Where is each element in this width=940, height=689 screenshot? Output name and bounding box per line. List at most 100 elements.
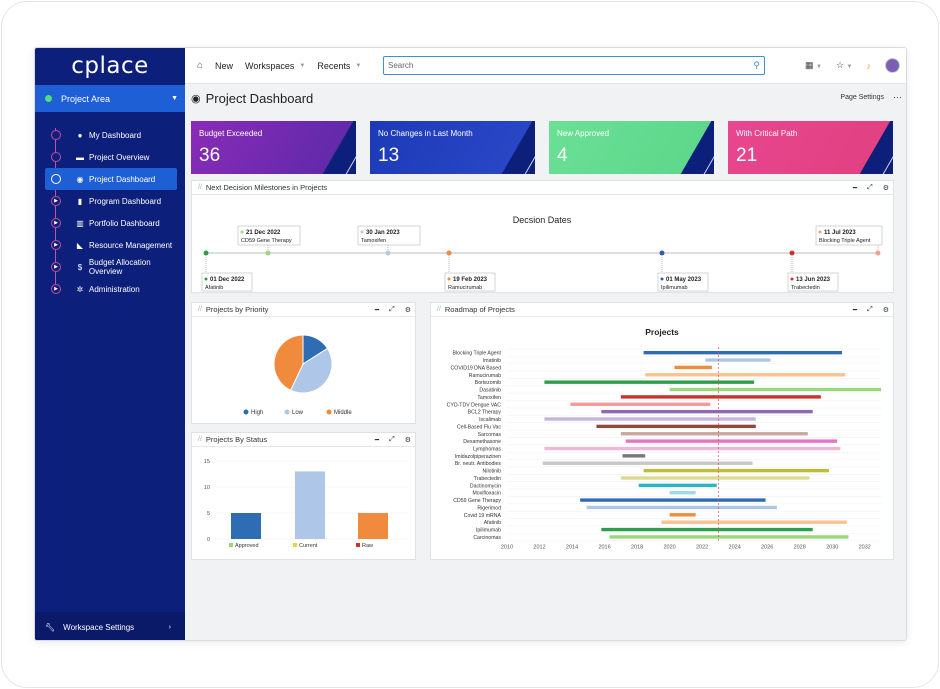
gantt-bar[interactable]: [622, 454, 646, 458]
more-icon[interactable]: ⋯: [893, 92, 902, 102]
gantt-bar[interactable]: [580, 498, 766, 502]
workspace-settings-button[interactable]: 🔧︎ Workspace Settings ›: [35, 612, 185, 640]
bell-icon[interactable]: ♪: [866, 60, 872, 71]
gear-icon[interactable]: ⚙: [882, 306, 889, 314]
milestone-marker[interactable]: [446, 250, 452, 256]
panel-header: // Roadmap of Projects ━ ⤢ ⚙: [431, 303, 893, 317]
bar-raw[interactable]: [358, 513, 388, 539]
milestones-panel: // Next Decision Milestones in Projects …: [191, 180, 894, 293]
gantt-bar[interactable]: [645, 373, 846, 377]
gantt-bar[interactable]: [620, 395, 821, 399]
gantt-bar[interactable]: [669, 491, 696, 495]
apps-grid-icon[interactable]: ▦ ▼: [805, 60, 822, 70]
star-icon[interactable]: ☆ ▼: [835, 60, 853, 70]
minimize-icon[interactable]: ━: [852, 306, 858, 314]
gantt-bar[interactable]: [609, 535, 849, 539]
legend-label[interactable]: Current: [299, 543, 318, 549]
legend-label[interactable]: Approved: [235, 543, 259, 549]
legend-label[interactable]: High: [251, 410, 263, 416]
project-area-selector[interactable]: Project Area ▼: [35, 85, 185, 112]
gear-icon[interactable]: ⚙: [882, 184, 889, 192]
gantt-bar[interactable]: [601, 527, 813, 532]
gantt-bar[interactable]: [620, 432, 808, 436]
kpi-card-no-changes-in-last-month[interactable]: No Changes in Last Month 13: [370, 121, 535, 174]
expand-arrow-icon[interactable]: [51, 174, 61, 184]
x-tick-label: 2024: [729, 545, 741, 551]
bar-approved[interactable]: [231, 513, 261, 539]
expand-icon[interactable]: ⤢: [867, 183, 873, 191]
minimize-icon[interactable]: ━: [374, 306, 380, 314]
expand-arrow-icon[interactable]: ▶: [51, 262, 61, 272]
pie-slice-low[interactable]: [289, 347, 333, 394]
milestone-dot: [447, 277, 451, 281]
home-icon[interactable]: ⌂: [196, 60, 204, 71]
gear-icon[interactable]: ⚙: [404, 306, 411, 314]
sidebar-item-program-dashboard[interactable]: ▶ ▮ Program Dashboard: [35, 190, 185, 212]
expand-arrow-icon[interactable]: ▶: [51, 240, 61, 250]
new-button[interactable]: New: [215, 61, 233, 71]
gantt-bar[interactable]: [544, 417, 756, 421]
legend-marker: [356, 543, 360, 547]
milestone-marker[interactable]: [875, 250, 881, 256]
gantt-bar[interactable]: [620, 476, 810, 480]
gantt-bar[interactable]: [586, 505, 777, 510]
workspaces-menu[interactable]: Workspaces ▼: [245, 61, 305, 71]
legend-label[interactable]: Raw: [362, 543, 373, 549]
panel-controls: ━ ⤢ ⚙: [853, 306, 889, 314]
gantt-bar[interactable]: [601, 409, 813, 414]
minimize-icon[interactable]: ━: [374, 436, 380, 444]
gantt-bar[interactable]: [643, 350, 842, 355]
gantt-bar[interactable]: [570, 402, 711, 406]
milestone-marker[interactable]: [265, 250, 271, 256]
milestone-marker[interactable]: [789, 250, 795, 256]
expand-icon[interactable]: ⤢: [389, 305, 395, 313]
sidebar-item-project-overview[interactable]: ▬ Project Overview: [35, 146, 185, 168]
gantt-bar[interactable]: [638, 483, 717, 488]
milestone-label-box: [657, 272, 709, 292]
gantt-bar[interactable]: [643, 468, 829, 473]
tree-node-icon[interactable]: [51, 152, 61, 162]
kpi-card-budget-exceeded[interactable]: Budget Exceeded 36: [191, 121, 356, 174]
tree-node-icon[interactable]: [51, 130, 61, 140]
kpi-card-new-approved[interactable]: New Approved 4: [549, 121, 714, 174]
gantt-bar[interactable]: [661, 520, 847, 524]
legend-label[interactable]: Low: [292, 410, 304, 416]
expand-arrow-icon[interactable]: ▶: [51, 284, 61, 294]
legend-label[interactable]: Middle: [334, 410, 352, 416]
gantt-bar[interactable]: [705, 358, 771, 362]
sidebar-item-my-dashboard[interactable]: ● My Dashboard: [35, 124, 185, 146]
gantt-bar[interactable]: [669, 513, 696, 517]
expand-arrow-icon[interactable]: ▶: [51, 196, 61, 206]
recents-menu[interactable]: Recents ▼: [317, 61, 361, 71]
bar-current[interactable]: [295, 471, 325, 539]
milestone-name: CD59 Gene Therapy: [241, 238, 292, 244]
app-logo[interactable]: cplace: [71, 53, 149, 79]
expand-icon[interactable]: ⤢: [389, 435, 395, 443]
gantt-bar[interactable]: [669, 387, 881, 392]
sidebar-item-resource-management[interactable]: ▶ ◣ Resource Management: [35, 234, 185, 256]
gantt-bar[interactable]: [544, 446, 841, 451]
expand-icon[interactable]: ⤢: [867, 305, 873, 313]
gantt-bar[interactable]: [596, 424, 756, 429]
milestone-marker[interactable]: [659, 250, 665, 256]
recents-label: Recents: [317, 60, 351, 71]
gantt-bar[interactable]: [625, 439, 838, 443]
sidebar-item-budget-allocation-overview[interactable]: ▶ $ Budget Allocation Overview: [35, 256, 185, 278]
minimize-icon[interactable]: ━: [852, 184, 858, 192]
search-icon[interactable]: ⚲: [753, 60, 760, 70]
avatar[interactable]: [885, 58, 900, 73]
milestone-marker[interactable]: [385, 250, 391, 256]
sidebar-item-project-dashboard[interactable]: ◉ Project Dashboard: [45, 168, 177, 190]
expand-arrow-icon[interactable]: ▶: [51, 218, 61, 228]
gantt-bar[interactable]: [544, 380, 755, 384]
gantt-bar[interactable]: [674, 365, 712, 370]
pie-slice-middle[interactable]: [273, 334, 304, 391]
sidebar-item-portfolio-dashboard[interactable]: ▶ ▥ Portfolio Dashboard: [35, 212, 185, 234]
kpi-card-with-critical-path[interactable]: With Critical Path 21: [728, 121, 893, 174]
page-settings-button[interactable]: Page Settings: [840, 94, 884, 101]
gantt-bar[interactable]: [542, 461, 753, 465]
sidebar-item-administration[interactable]: ▶ ✲ Administration: [35, 278, 185, 300]
milestone-marker[interactable]: [203, 250, 209, 256]
search-input[interactable]: Search ⚲: [383, 56, 765, 75]
gear-icon[interactable]: ⚙: [404, 436, 411, 444]
